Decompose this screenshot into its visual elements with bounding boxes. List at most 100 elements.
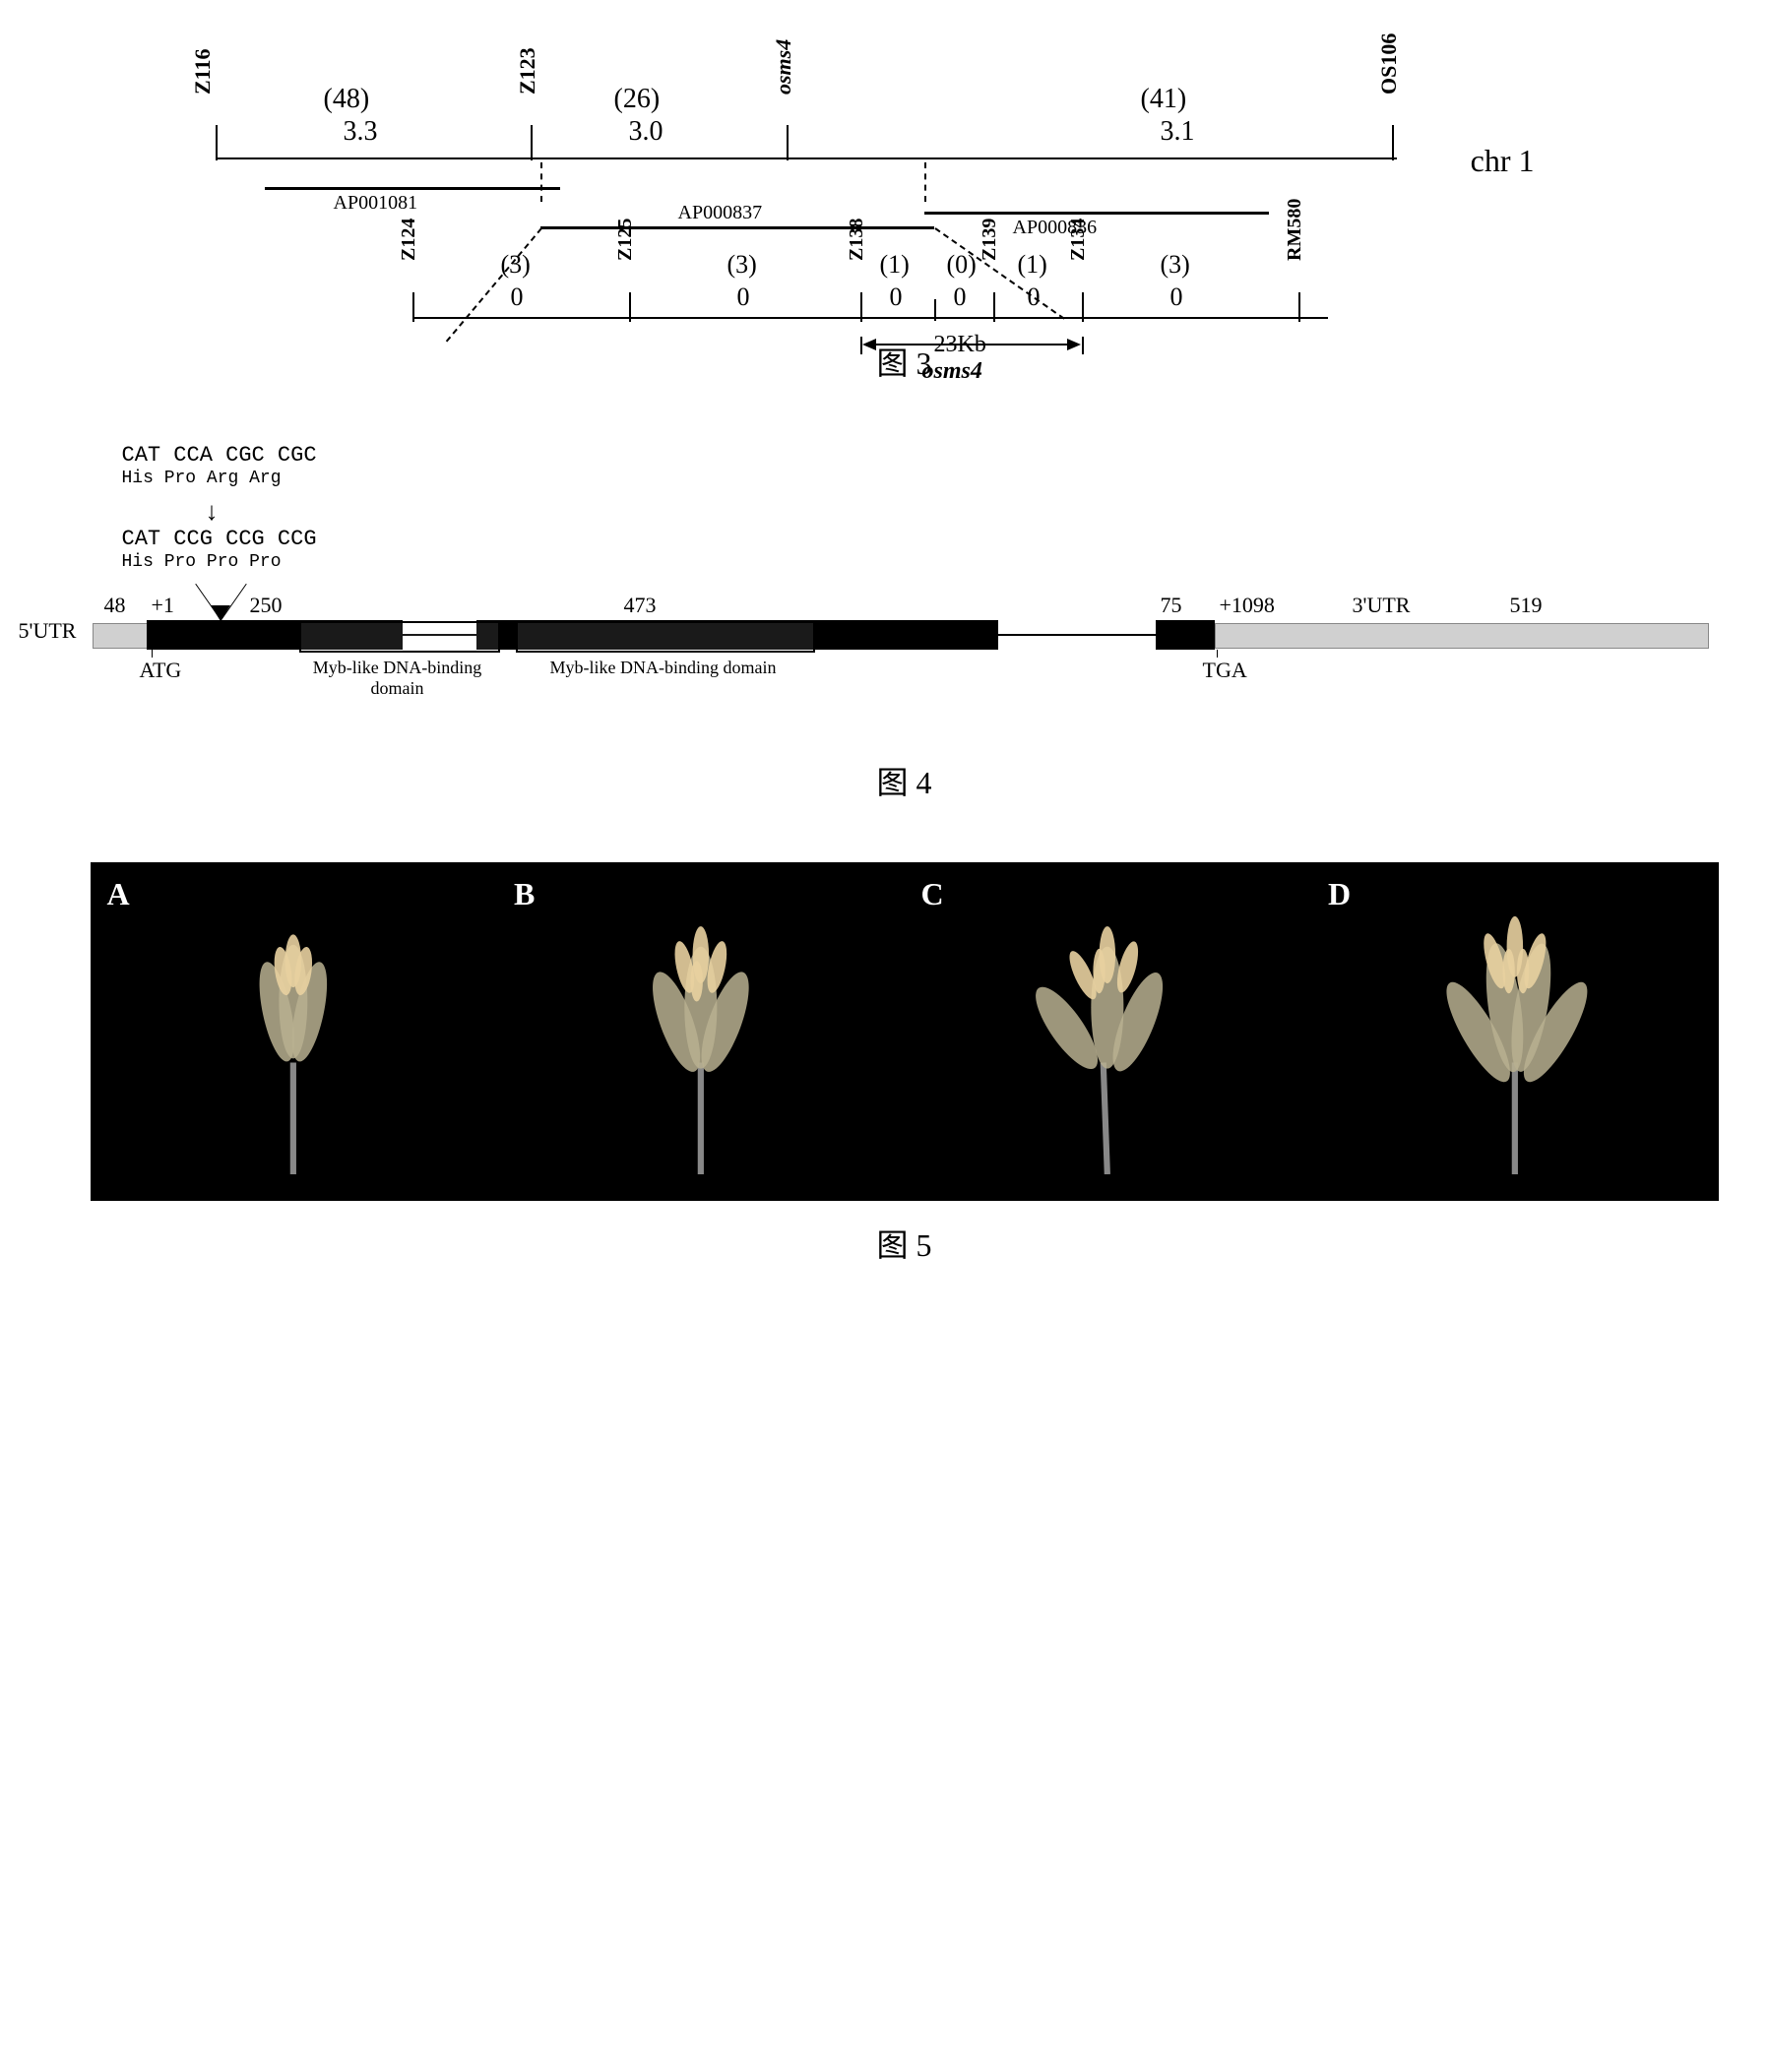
marker-tick <box>216 125 218 160</box>
flower-icon <box>580 890 822 1174</box>
atg-position: +1 <box>152 593 174 618</box>
marker-tick <box>934 299 936 321</box>
photo-panel-c: C <box>907 864 1310 1199</box>
mut-codons: CAT CCG CCG CCG <box>122 527 317 552</box>
figure-caption: 图 5 <box>20 1221 1769 1266</box>
region-size: 23Kb <box>934 332 986 358</box>
wt-aa: His Pro Arg Arg <box>122 469 317 490</box>
fine-map-line: Z124 Z125 Z138 Z139 Z134 RM580 (3) 0 (3)… <box>412 317 1328 319</box>
flower-icon <box>172 890 414 1174</box>
marker-tick <box>1082 292 1084 322</box>
genetic-distance: 0 <box>511 283 524 312</box>
utr3-length: 519 <box>1510 593 1543 618</box>
triangle-down-icon <box>211 605 230 621</box>
genetic-distance: 0 <box>737 283 750 312</box>
flower-icon <box>986 890 1229 1174</box>
exon1-length: 250 <box>250 593 283 618</box>
photo-panel-b: B <box>499 864 903 1199</box>
genetic-distance: 0 <box>1170 283 1183 312</box>
figure-5: A B C <box>20 862 1769 1266</box>
arrow-left-icon <box>862 339 876 350</box>
recombinant-count: (3) <box>501 250 531 280</box>
bac-clone <box>924 212 1269 215</box>
start-codon: ATG <box>140 658 182 683</box>
genetic-distance: 3.0 <box>629 116 663 148</box>
recombinant-count: (1) <box>880 250 910 280</box>
panel-label: C <box>921 876 944 912</box>
gene-structure: CAT CCA CGC CGC His Pro Arg Arg ↓ CAT CC… <box>93 443 1717 738</box>
recombinant-count: (1) <box>1018 250 1047 280</box>
flower-icon <box>1394 890 1636 1174</box>
bac-label: AP001081 <box>334 192 418 215</box>
region-bound <box>1082 337 1084 354</box>
genetic-distance: 0 <box>954 283 967 312</box>
tick <box>152 650 153 658</box>
marker-label: osms4 <box>771 39 796 94</box>
marker-label: Z123 <box>515 47 540 94</box>
stop-codon: TGA <box>1203 658 1247 683</box>
region-gene: osms4 <box>922 358 982 385</box>
genetic-distance: 0 <box>890 283 903 312</box>
panel-label: D <box>1328 876 1351 912</box>
arrow-right-icon <box>1067 339 1081 350</box>
genetic-distance: 0 <box>1028 283 1041 312</box>
figure-4: CAT CCA CGC CGC His Pro Arg Arg ↓ CAT CC… <box>20 443 1769 803</box>
mut-aa: His Pro Pro Pro <box>122 552 317 574</box>
recombinant-count: (3) <box>1161 250 1190 280</box>
wt-codons: CAT CCA CGC CGC <box>122 443 317 469</box>
panel-label: A <box>107 876 130 912</box>
utr5-length: 48 <box>104 593 126 618</box>
genetic-map: Z116 Z123 osms4 OS106 (48) 3.3 (26) 3.0 … <box>216 157 1594 319</box>
mut-sequence: CAT CCG CCG CCG His Pro Pro Pro <box>122 527 317 574</box>
domain2-label: Myb-like DNA-binding domain <box>526 658 801 678</box>
exon2-length: 473 <box>624 593 657 618</box>
photo-panel-a: A <box>93 864 496 1199</box>
photo-panels: A B C <box>91 862 1719 1201</box>
figure-caption: 图 4 <box>20 758 1769 803</box>
marker-tick <box>412 292 414 322</box>
photo-panel-d: D <box>1313 864 1717 1199</box>
recombinant-count: (0) <box>947 250 977 280</box>
utr3-box <box>1215 623 1709 649</box>
marker-label: Z116 <box>190 49 216 94</box>
figure-3: Z116 Z123 osms4 OS106 (48) 3.3 (26) 3.0 … <box>20 157 1769 384</box>
marker-label: OS106 <box>1376 33 1402 94</box>
marker-label: Z134 <box>1067 219 1090 261</box>
tick <box>1217 650 1218 658</box>
marker-label: Z138 <box>846 219 868 261</box>
domain1-label: Myb-like DNA-binding domain <box>304 658 491 699</box>
chromosome-line: Z116 Z123 osms4 OS106 (48) 3.3 (26) 3.0 … <box>216 157 1397 159</box>
myb-domain-1 <box>299 621 500 653</box>
gene-track: 5'UTR 48 +1 ATG 250 473 75 +1098 TGA 3'U… <box>93 620 1717 650</box>
intron2 <box>998 634 1156 636</box>
exon3 <box>1156 620 1215 650</box>
marker-label: Z139 <box>979 219 1001 261</box>
marker-tick <box>1298 292 1300 322</box>
marker-label: Z124 <box>398 219 420 261</box>
wt-sequence: CAT CCA CGC CGC His Pro Arg Arg <box>122 443 317 490</box>
recombinant-count: (26) <box>614 84 661 115</box>
myb-domain-2 <box>516 621 815 653</box>
marker-label: RM580 <box>1284 199 1306 261</box>
marker-tick <box>993 292 995 322</box>
bac-clone <box>265 187 560 190</box>
utr5-label: 5'UTR <box>19 618 77 644</box>
genetic-distance: 3.1 <box>1161 116 1195 148</box>
marker-tick <box>629 292 631 322</box>
bac-clone <box>540 226 934 229</box>
marker-tick <box>860 292 862 322</box>
dash-connector <box>540 162 542 202</box>
dash-connector <box>924 162 926 202</box>
dash-connector <box>445 227 541 342</box>
recombinant-count: (3) <box>727 250 757 280</box>
utr3-label: 3'UTR <box>1353 593 1411 618</box>
stop-position: +1098 <box>1220 593 1275 618</box>
exon3-length: 75 <box>1161 593 1182 618</box>
chromosome-label: chr 1 <box>1471 143 1535 179</box>
recombinant-count: (41) <box>1141 84 1187 115</box>
bac-label: AP000837 <box>678 202 763 224</box>
marker-tick <box>1392 125 1394 160</box>
utr5-box <box>93 623 149 649</box>
marker-tick <box>787 125 789 160</box>
recombinant-count: (48) <box>324 84 370 115</box>
